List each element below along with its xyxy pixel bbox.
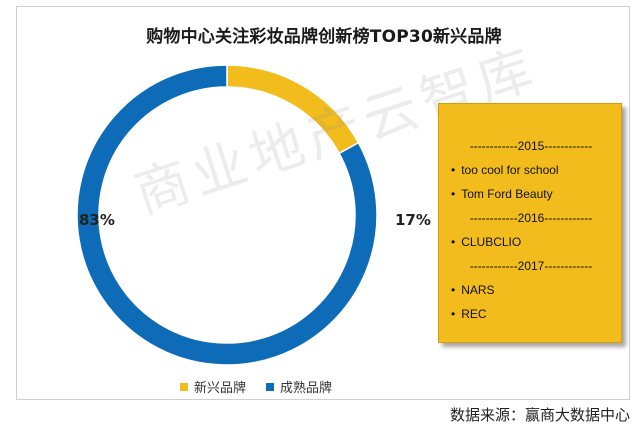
bullet-icon: • xyxy=(451,163,456,177)
brand-name: REC xyxy=(461,307,487,321)
legend-label-mature: 成熟品牌 xyxy=(280,381,333,396)
donut-chart xyxy=(76,64,378,366)
brand-item: • too cool for school xyxy=(451,160,635,180)
legend-item-emerging: 新兴品牌 xyxy=(180,377,246,396)
bullet-icon: • xyxy=(451,283,456,297)
bullet-icon: • xyxy=(451,307,456,321)
slice-mature xyxy=(76,64,378,366)
bullet-icon: • xyxy=(451,187,456,201)
bullet-icon: • xyxy=(451,235,456,249)
brand-item: • NARS xyxy=(451,280,635,300)
donut-slices xyxy=(76,64,378,366)
brand-item: • CLUBCLIO xyxy=(451,232,635,252)
data-label-mature: 83% xyxy=(79,211,115,229)
chart-legend: 新兴品牌 成熟品牌 xyxy=(180,377,332,396)
brand-name: Tom Ford Beauty xyxy=(461,187,553,201)
year-divider: ------------2017------------ xyxy=(469,259,593,273)
brand-item: • REC xyxy=(451,304,635,324)
legend-item-mature: 成熟品牌 xyxy=(266,377,332,396)
legend-label-emerging: 新兴品牌 xyxy=(194,381,247,396)
source-note: 数据来源：赢商大数据中心 xyxy=(449,406,630,424)
year-divider: ------------2016------------ xyxy=(469,211,593,225)
legend-swatch-mature xyxy=(266,382,275,391)
slice-emerging xyxy=(226,64,360,155)
brand-name: CLUBCLIO xyxy=(461,235,522,249)
brand-item: • Tom Ford Beauty xyxy=(451,184,635,204)
data-label-emerging: 17% xyxy=(395,211,431,229)
chart-title: 购物中心关注彩妆品牌创新榜TOP30新兴品牌 xyxy=(146,27,502,47)
year-divider: ------------2015------------ xyxy=(469,139,593,153)
legend-swatch-emerging xyxy=(180,382,188,391)
brand-callout-box: ------------2015------------ • too cool fo… xyxy=(438,103,622,343)
brand-name: too cool for school xyxy=(461,163,559,177)
brand-name: NARS xyxy=(461,283,495,297)
